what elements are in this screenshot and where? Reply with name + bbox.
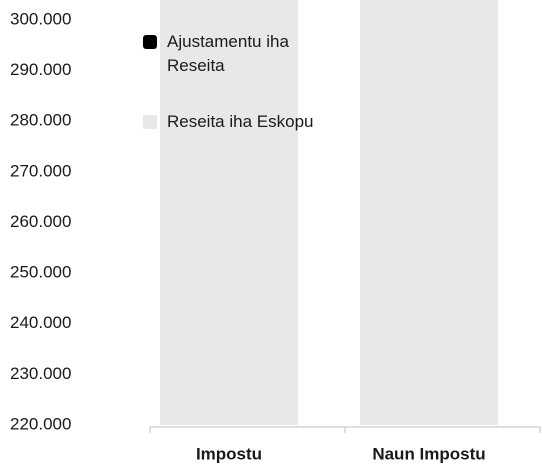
y-tick-label: 220.000	[10, 414, 71, 433]
y-tick-label: 280.000	[10, 111, 71, 130]
x-tick-label: Impostu	[196, 444, 262, 463]
x-tick-label: Naun Impostu	[372, 444, 485, 463]
legend-swatch	[143, 115, 157, 129]
y-tick-label: 230.000	[10, 364, 71, 383]
y-tick-label: 300.000	[10, 9, 71, 28]
legend-label: Reseita iha Eskopu	[167, 112, 314, 131]
legend-swatch	[143, 35, 157, 49]
legend-item: Reseita iha Eskopu	[143, 110, 317, 134]
legend-label: Ajustamentu iha Reseita	[167, 32, 289, 75]
y-tick-label: 260.000	[10, 212, 71, 231]
bar-segment	[160, 0, 298, 425]
y-tick-label: 270.000	[10, 161, 71, 180]
y-tick-label: 240.000	[10, 313, 71, 332]
y-tick-label: 290.000	[10, 60, 71, 79]
y-tick-label: 250.000	[10, 263, 71, 282]
bar-segment	[360, 0, 498, 425]
legend-item: Ajustamentu iha Reseita	[143, 30, 317, 78]
